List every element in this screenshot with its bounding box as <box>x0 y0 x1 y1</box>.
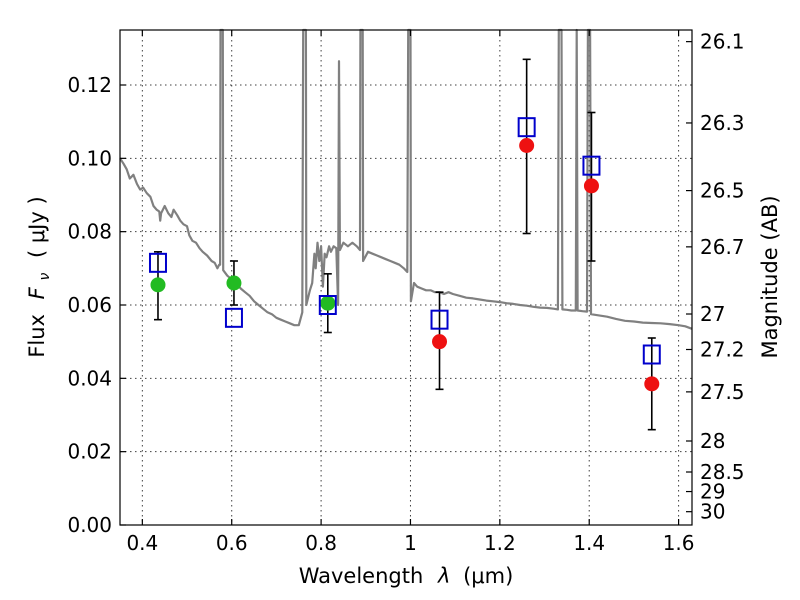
model-band-flux-square <box>148 252 167 273</box>
data-points <box>148 117 661 392</box>
mag-tick-label: 28 <box>700 429 725 453</box>
x-tick-label: 0.6 <box>216 531 248 555</box>
optical-flux-point <box>226 275 242 291</box>
y2-axis-title: Magnitude (AB) <box>758 195 782 358</box>
optical-flux-point <box>150 277 166 293</box>
mag-tick-label: 26.1 <box>700 30 745 54</box>
mag-tick-label: 28.5 <box>700 460 745 484</box>
model-band-flux-square <box>318 295 337 315</box>
x-tick-label: 1 <box>404 531 417 555</box>
nir-flux-point <box>644 376 660 392</box>
model-band-flux-square <box>642 344 661 365</box>
mag-tick-label: 27.5 <box>700 380 745 404</box>
y-axis-title: Flux F ν ( μJy ) <box>25 196 54 357</box>
nir-flux-point <box>432 334 448 350</box>
mag-tick-label: 27 <box>700 302 725 326</box>
sed-model-curve <box>119 28 693 330</box>
plot-frame <box>119 29 693 526</box>
model-band-flux-square <box>517 117 536 138</box>
axis-ticks: 0.4 0.6 0.8 1 1.2 1.4 1.6 0.00 0.02 0.04 0.06 0.08 0… <box>67 30 744 555</box>
mag-tick-label: 26.7 <box>700 235 745 259</box>
error-bars <box>153 58 656 431</box>
nir-flux-point <box>583 178 599 194</box>
y-tick-label: 0.10 <box>67 146 112 170</box>
y-tick-label: 0.02 <box>67 440 112 464</box>
y-tick-label: 0.12 <box>67 73 112 97</box>
mag-tick-label: 26.3 <box>700 111 745 135</box>
model-band-flux-square <box>430 309 449 330</box>
grid-lines <box>120 30 692 526</box>
y-tick-label: 0.00 <box>67 513 112 537</box>
mag-tick-label: 30 <box>700 500 725 524</box>
x-tick-label: 0.4 <box>126 531 158 555</box>
y-tick-label: 0.06 <box>67 293 112 317</box>
x-tick-label: 1.4 <box>573 531 605 555</box>
model-band-flux-square <box>224 307 243 328</box>
optical-flux-point <box>320 295 336 311</box>
mag-tick-label: 26.5 <box>700 179 745 203</box>
x-tick-label: 1.6 <box>663 531 695 555</box>
x-tick-label: 1.2 <box>484 531 516 555</box>
model-band-flux-square <box>582 155 601 176</box>
mag-tick-label: 29 <box>700 480 725 504</box>
y-tick-label: 0.04 <box>67 366 112 390</box>
x-axis-title: Wavelength λ (μm) <box>299 564 514 588</box>
sed-curve-layer <box>119 28 693 330</box>
x-tick-label: 0.8 <box>305 531 337 555</box>
y-tick-label: 0.08 <box>67 220 112 244</box>
nir-flux-point <box>519 138 535 153</box>
mag-tick-label: 27.2 <box>700 338 745 362</box>
